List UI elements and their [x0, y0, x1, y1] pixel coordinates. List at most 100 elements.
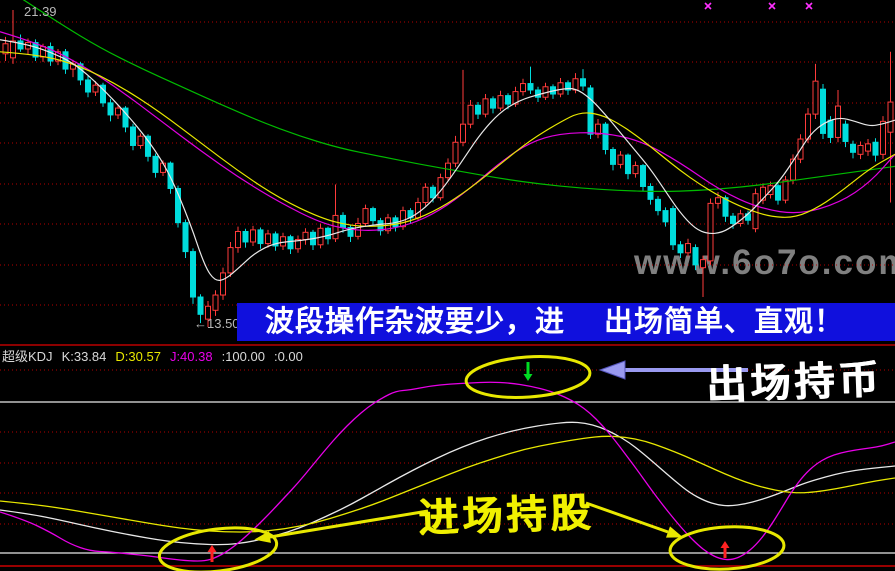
candle-body	[730, 215, 736, 224]
candle-body	[235, 231, 241, 249]
candle-body	[287, 236, 294, 250]
candle-body	[655, 198, 661, 212]
candle-body	[512, 91, 519, 105]
candle-body	[227, 247, 234, 274]
candle-body	[85, 79, 91, 93]
candle-body	[325, 227, 331, 240]
candle-body	[145, 135, 151, 157]
candle-body	[100, 84, 106, 104]
candle-body	[595, 123, 601, 135]
kdj-j-line	[0, 381, 895, 562]
kdj-upper-ref: :100.00	[221, 349, 265, 364]
candle-body	[92, 84, 99, 93]
candle-body	[662, 210, 669, 223]
candle-body	[580, 78, 586, 87]
candle-body	[370, 208, 376, 222]
candle-body	[122, 107, 129, 128]
candle-body	[835, 105, 841, 138]
price-high-label: 21.39	[24, 4, 57, 19]
candle-body	[137, 135, 144, 146]
candle-body	[2, 43, 9, 55]
gridlines	[0, 21, 895, 567]
candle-body	[175, 187, 181, 224]
top-markers	[704, 2, 813, 10]
candle-body	[497, 95, 504, 109]
candle-body	[850, 143, 856, 153]
candle-body	[107, 102, 114, 116]
indicator-name[interactable]: 超级KDJ	[2, 349, 53, 364]
ma-magenta	[0, 31, 895, 231]
candle-body	[640, 165, 646, 187]
ma-yellow	[0, 51, 895, 227]
candle-body	[625, 154, 631, 175]
candle-body	[430, 186, 436, 199]
main-chart-pane[interactable]	[0, 0, 895, 345]
ma-white	[0, 39, 895, 281]
kdj-k-line	[0, 421, 895, 546]
candle-body	[295, 239, 301, 250]
signal-ellipse	[668, 525, 786, 571]
candle-body	[617, 154, 624, 165]
candle-body	[32, 42, 39, 58]
ma-green	[22, 0, 895, 193]
candle-body	[257, 229, 264, 245]
candlesticks	[2, 10, 894, 328]
price-low-label: ←13.50	[194, 316, 240, 331]
candle-body	[722, 197, 729, 217]
kdj-d-value: D:30.57	[115, 349, 161, 364]
candle-body	[820, 88, 826, 134]
buy-signal-arrow-icon	[207, 545, 217, 562]
signal-ellipse	[464, 355, 592, 399]
buy-signal-arrow-icon	[720, 541, 730, 558]
candle-body	[880, 120, 886, 155]
candle-body	[242, 231, 249, 243]
promo-banner-text: 波段操作杂波要少，进 出场简单、直观！	[265, 306, 845, 338]
candle-body	[212, 294, 219, 311]
candle-body	[460, 123, 466, 143]
candle-body	[557, 82, 564, 95]
candle-body	[467, 104, 474, 125]
candle-body	[610, 148, 616, 165]
kdj-j-value: J:40.38	[169, 349, 213, 364]
candle-body	[700, 259, 706, 269]
candle-body	[527, 83, 534, 91]
candle-body	[265, 233, 271, 245]
candle-body	[452, 141, 459, 164]
candle-body	[347, 226, 354, 237]
enter-market-annotation: 进场持股	[417, 490, 595, 542]
candle-body	[17, 40, 24, 50]
candle-body	[130, 126, 136, 146]
candle-body	[400, 210, 406, 228]
candle-body	[182, 222, 189, 253]
candle-body	[362, 208, 369, 224]
candle-body	[812, 80, 819, 115]
candle-body	[197, 296, 204, 315]
candle-body	[602, 123, 609, 150]
kdj-lower-ref: :0.00	[273, 349, 303, 364]
exit-market-annotation: 出场持币	[705, 357, 883, 409]
candle-body	[760, 186, 766, 201]
sell-signal-arrow-icon	[523, 362, 533, 381]
candle-body	[190, 251, 196, 298]
candle-body	[632, 165, 639, 175]
candle-body	[77, 63, 84, 81]
candle-body	[857, 144, 864, 155]
candle-body	[670, 208, 676, 246]
candle-body	[715, 197, 721, 204]
candle-body	[205, 305, 211, 320]
candle-body	[445, 162, 451, 179]
candle-body	[490, 98, 496, 109]
candle-body	[475, 104, 481, 115]
candle-body	[865, 143, 871, 152]
candle-body	[10, 40, 16, 59]
candle-body	[272, 233, 279, 247]
candle-body	[842, 123, 849, 142]
blue-callout-arrow-icon	[598, 360, 748, 380]
candle-body	[692, 247, 699, 266]
candle-body	[152, 155, 159, 173]
candle-body	[887, 101, 894, 133]
candle-body	[565, 82, 571, 91]
candle-body	[647, 185, 654, 200]
